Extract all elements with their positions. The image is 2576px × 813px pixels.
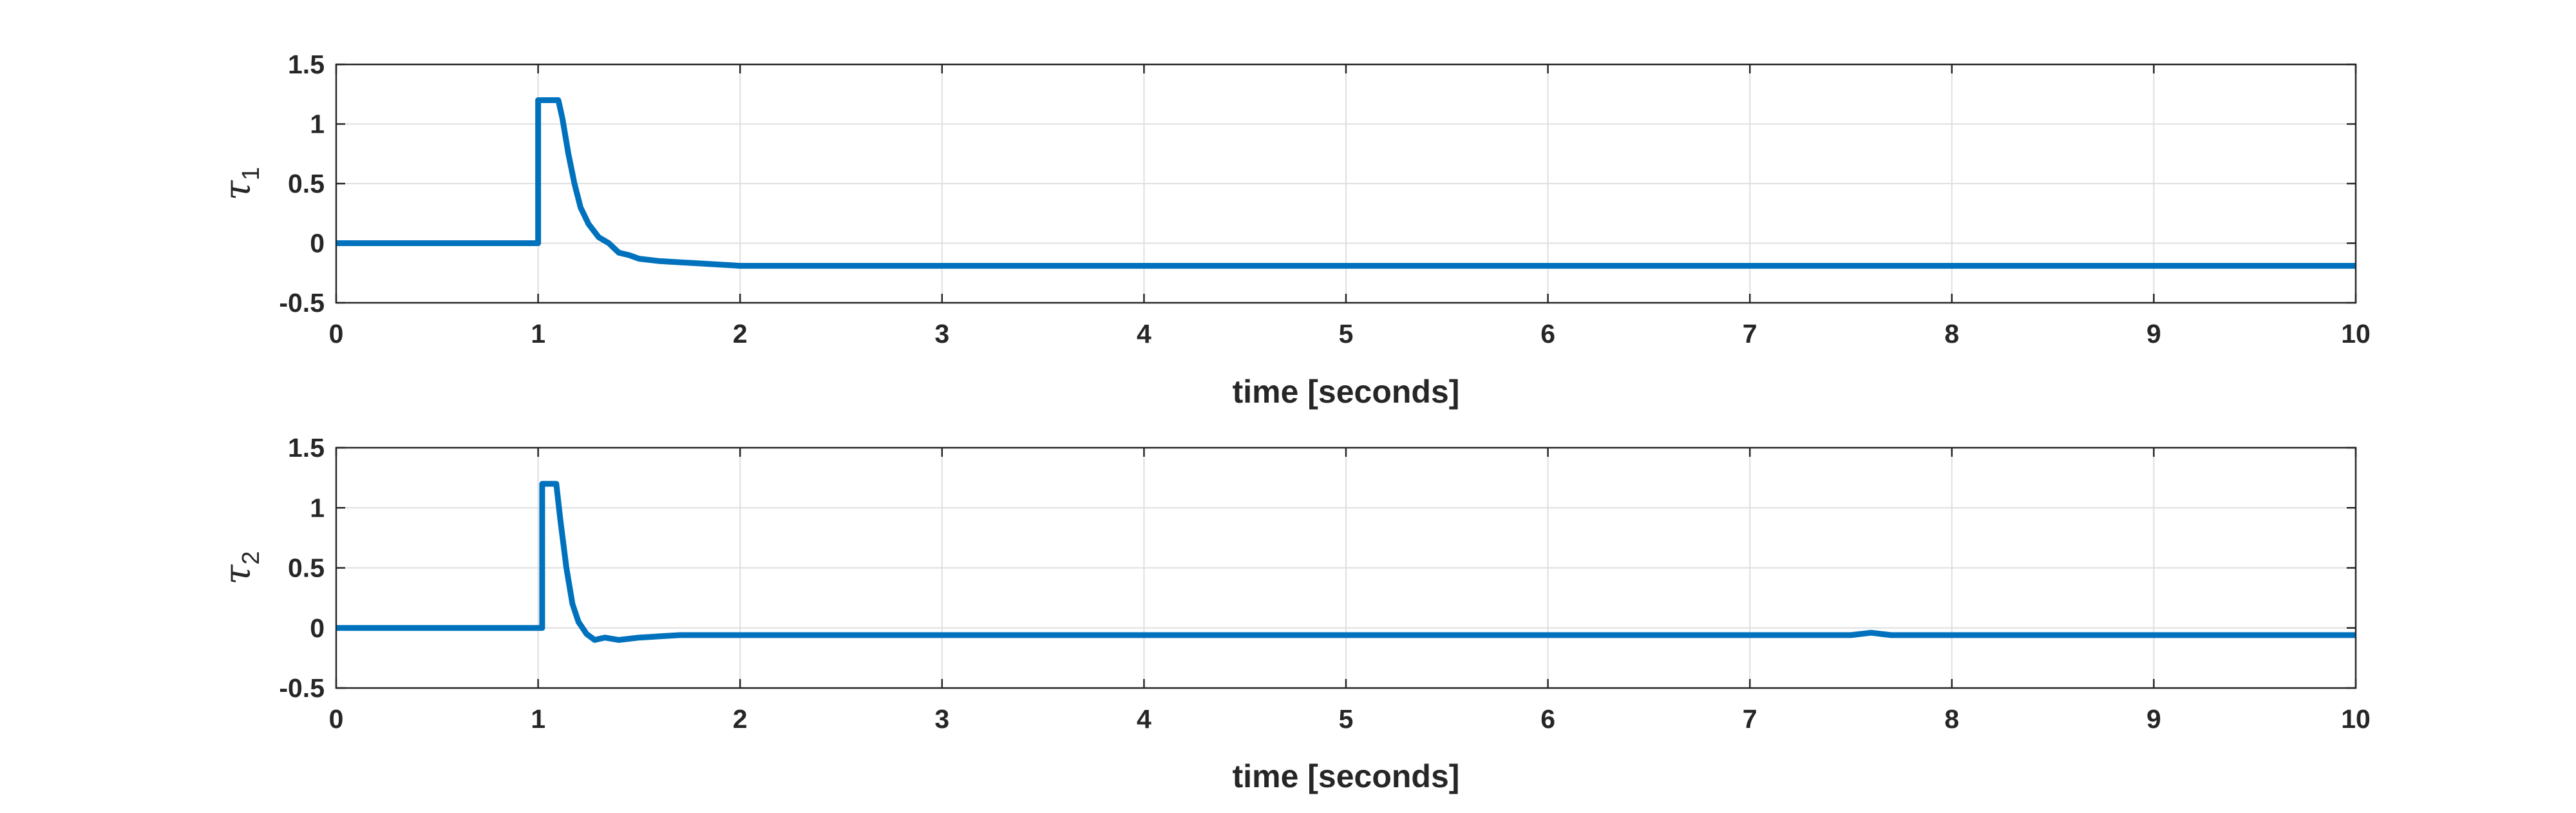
ticks: 0 1 2 3 4 5 6 7 8 9 101.510.50-0.5 [279,433,2370,734]
x-tick-label: 7 [1743,704,1757,734]
x-tick-label: 0 [329,704,344,734]
y-tick-label: 0.5 [288,169,325,198]
y-axis-label: τ2 [217,551,265,584]
ticks: 0 1 2 3 4 5 6 7 8 9 101.510.50-0.5 [279,50,2370,349]
x-tick-label: 10 [2341,704,2371,734]
x-axis-label: time [seconds] [1233,758,1460,794]
y-tick-label: -0.5 [279,288,325,318]
y-tick-label: 1.5 [288,433,325,463]
x-tick-label: 2 [733,704,748,734]
x-tick-label: 3 [934,319,949,349]
series-line [336,481,2356,643]
x-tick-label: 9 [2146,704,2161,734]
x-axis-label: time [seconds] [1233,374,1460,410]
x-tick-label: 5 [1339,319,1354,349]
y-tick-label: 0 [310,613,325,643]
x-tick-label: 6 [1540,704,1555,734]
x-tick-label: 8 [1944,319,1959,349]
y-label-subscript: 2 [238,551,265,564]
y-tick-label: -0.5 [279,673,325,703]
x-tick-label: 1 [531,319,545,349]
x-tick-label: 10 [2341,319,2371,349]
axes-frame [335,63,2357,304]
x-tick-label: 3 [934,704,949,734]
y-tick-label: 1.5 [288,50,325,79]
y-tick-label: 1 [310,110,325,139]
y-label-symbol: τ [217,564,259,585]
axes-frame [335,446,2357,689]
y-tick-label: 1 [310,493,325,522]
x-tick-label: 0 [329,319,344,349]
series-line [336,97,2356,269]
x-tick-label: 4 [1137,319,1151,349]
y-label-subscript: 1 [238,167,265,180]
x-tick-label: 1 [531,704,545,734]
x-tick-label: 5 [1339,704,1354,734]
y-tick-label: 0 [310,229,325,258]
x-tick-label: 2 [733,319,748,349]
x-tick-label: 6 [1540,319,1555,349]
x-tick-label: 9 [2146,319,2161,349]
x-tick-label: 8 [1944,704,1959,734]
y-label-symbol: τ [217,180,259,200]
x-tick-label: 7 [1743,319,1757,349]
y-axis-label: τ1 [217,167,265,200]
x-tick-label: 4 [1137,704,1151,734]
y-tick-label: 0.5 [288,553,325,583]
